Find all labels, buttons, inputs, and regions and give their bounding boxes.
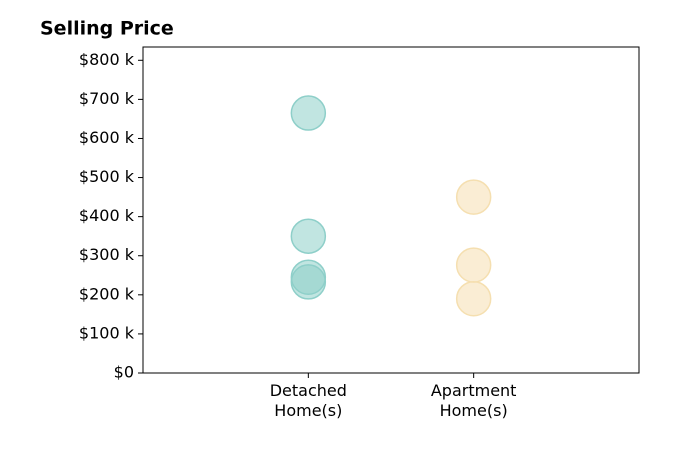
plot-frame xyxy=(142,46,640,374)
y-tick-label: $200 k xyxy=(79,284,135,303)
y-tick-label: $0 xyxy=(114,363,134,382)
x-tick-label: Apartment Home(s) xyxy=(430,381,517,420)
y-tick-label: $300 k xyxy=(79,245,135,264)
point xyxy=(455,179,492,215)
x-tick-label: Detached Home(s) xyxy=(269,381,347,420)
point xyxy=(290,95,327,131)
chart-title: Selling Price xyxy=(40,18,174,40)
y-tick-label: $500 k xyxy=(79,167,135,186)
point xyxy=(455,280,492,317)
point xyxy=(455,247,492,283)
y-tick-label: $100 k xyxy=(79,323,135,342)
y-tick-label: $400 k xyxy=(79,206,135,225)
point xyxy=(290,218,327,254)
y-tick-label: $700 k xyxy=(79,89,135,108)
y-tick-label: $600 k xyxy=(79,128,135,147)
point xyxy=(290,264,327,300)
y-tick-label: $800 k xyxy=(79,50,135,69)
